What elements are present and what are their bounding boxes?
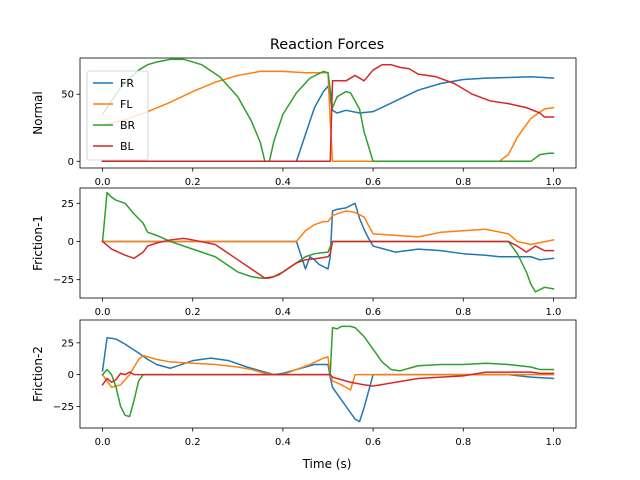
x-tick-label: 0.8 <box>455 307 471 318</box>
axes-frame <box>79 187 577 299</box>
y-axis-label: Normal <box>31 91 45 134</box>
x-tick-label: 0.4 <box>275 307 291 318</box>
y-tick-label: −25 <box>53 402 74 413</box>
x-tick-label: 0.2 <box>185 437 201 448</box>
axes-frame <box>79 319 577 429</box>
y-axis-label: Friction-1 <box>31 215 45 271</box>
x-tick-label: 0.6 <box>365 177 381 188</box>
y-tick-label: 0 <box>68 237 74 248</box>
x-tick-label: 0.8 <box>455 437 471 448</box>
series-group <box>101 191 555 293</box>
y-tick-label: 50 <box>61 90 74 101</box>
y-tick-label: 0 <box>68 370 74 381</box>
legend: FR FL BR BL <box>86 70 149 161</box>
series-line-fr-1 <box>101 76 555 163</box>
series-line-bl-3 <box>101 371 555 387</box>
x-tick-label: 1.0 <box>546 437 562 448</box>
subplot-2: 0.0 0.2 0.4 0.6 0.8 1.0 −25 0 25 Friction-1 <box>31 187 577 318</box>
legend-label-bl: BL <box>120 140 135 153</box>
series-line-br-1 <box>101 58 555 163</box>
x-tick-label: 1.0 <box>546 307 562 318</box>
subplot-3: 0.0 0.2 0.4 0.6 0.8 1.0 −25 0 25 Friction-2 <box>31 319 577 448</box>
y-tick-label: −25 <box>53 275 74 286</box>
x-axis-label: Time (s) <box>302 457 352 471</box>
x-tick-label: 1.0 <box>546 177 562 188</box>
x-tick-label: 0.4 <box>275 177 291 188</box>
y-tick-label: 25 <box>61 338 74 349</box>
y-axis-label: Friction-2 <box>31 346 45 402</box>
x-tick-label: 0.6 <box>365 307 381 318</box>
figure-title: Reaction Forces <box>270 37 384 53</box>
x-tick-label: 0.4 <box>275 437 291 448</box>
series-line-fl-2 <box>101 210 555 246</box>
series-line-bl-2 <box>101 237 555 279</box>
legend-box <box>86 70 149 161</box>
series-line-br-3 <box>101 325 555 418</box>
y-tick-label: 25 <box>61 199 74 210</box>
x-tick-label: 0.2 <box>185 177 201 188</box>
series-line-fr-2 <box>101 202 555 270</box>
x-tick-label: 0.0 <box>95 177 111 188</box>
x-tick-label: 0.6 <box>365 437 381 448</box>
legend-label-fr: FR <box>120 77 134 90</box>
y-tick-label: 0 <box>68 157 74 168</box>
series-group <box>101 325 555 423</box>
legend-label-fl: FL <box>120 98 133 111</box>
series-line-bl-1 <box>101 63 555 163</box>
x-tick-label: 0.0 <box>95 307 111 318</box>
x-tick-label: 0.8 <box>455 177 471 188</box>
series-group <box>101 58 555 163</box>
series-line-fl-1 <box>101 70 555 163</box>
legend-label-br: BR <box>120 119 136 132</box>
x-tick-label: 0.2 <box>185 307 201 318</box>
subplot-1: 0.0 0.2 0.4 0.6 0.8 1.0 0 50 Normal FR FL BR BL <box>31 57 577 188</box>
x-tick-label: 0.0 <box>95 437 111 448</box>
axes-frame <box>79 57 577 169</box>
